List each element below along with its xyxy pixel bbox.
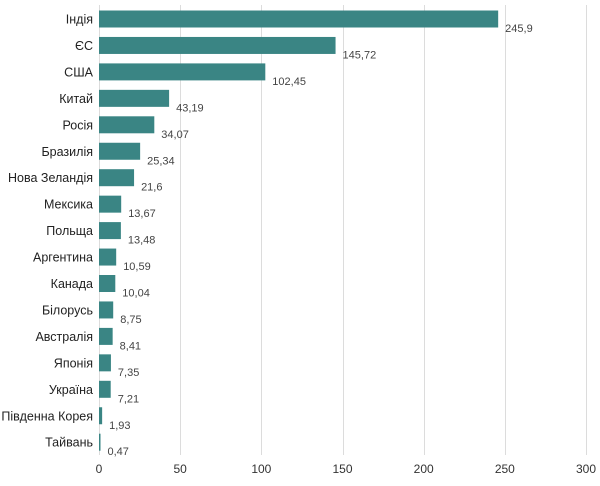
bar [99, 433, 101, 451]
value-label: 1,93 [109, 420, 130, 432]
bars [99, 10, 499, 451]
value-label: 43,19 [176, 102, 204, 114]
x-tick-label: 300 [576, 462, 596, 476]
value-label: 34,07 [161, 129, 189, 141]
category-labels: Індія ЄС США Китай Росія Бразилія Нова Зеланді… [1, 13, 93, 450]
category-label: Білорусь [42, 303, 93, 317]
bar [99, 248, 117, 266]
bar [99, 142, 141, 160]
bar [99, 63, 266, 81]
value-label: 10,59 [123, 261, 151, 273]
value-label: 145,72 [343, 49, 377, 61]
value-label: 102,45 [272, 76, 306, 88]
bar [99, 222, 121, 240]
category-label: Польща [46, 224, 93, 238]
value-label: 13,67 [128, 208, 156, 220]
x-tick-label: 100 [251, 462, 271, 476]
category-label: Японія [54, 356, 93, 370]
bar [99, 169, 135, 187]
category-label: Австралія [35, 330, 93, 344]
bar [99, 380, 111, 398]
value-label: 245,9 [505, 23, 533, 35]
x-axis-tick-labels: 0 50 100 150 200 250 300 [96, 462, 597, 476]
bar [99, 195, 122, 213]
bar [99, 354, 111, 372]
value-label: 10,04 [122, 288, 150, 300]
bar [99, 407, 103, 425]
value-label: 25,34 [147, 155, 175, 167]
category-label: Росія [62, 118, 93, 132]
bar [99, 275, 116, 292]
category-label: Південна Корея [1, 409, 93, 423]
bar [99, 10, 499, 28]
bar [99, 89, 170, 107]
category-label: США [64, 65, 93, 79]
category-label: Бразилія [41, 145, 93, 159]
x-tick-label: 0 [96, 462, 103, 476]
category-label: Індія [66, 13, 93, 27]
category-label: Канада [51, 277, 93, 291]
value-label: 7,21 [118, 393, 139, 405]
category-label: Аргентина [33, 251, 93, 265]
value-label: 7,35 [118, 367, 139, 379]
category-label: Мексика [44, 198, 93, 212]
bar [99, 116, 155, 134]
bar [99, 301, 114, 319]
category-label: ЄС [75, 39, 93, 53]
category-label: Тайвань [45, 436, 93, 450]
value-label: 0,47 [108, 446, 129, 458]
category-label: Нова Зеландія [8, 171, 93, 185]
x-tick-label: 250 [495, 462, 515, 476]
x-tick-label: 50 [173, 462, 187, 476]
value-labels: 245,9 145,72 102,45 43,19 34,07 25,34 21,6 13,6… [108, 23, 533, 458]
value-label: 8,41 [120, 340, 141, 352]
category-label: Україна [49, 383, 93, 397]
bar [99, 327, 113, 345]
value-label: 21,6 [141, 182, 162, 194]
category-label: Китай [59, 92, 93, 106]
x-tick-label: 200 [414, 462, 434, 476]
value-label: 8,75 [120, 314, 141, 326]
x-tick-label: 150 [332, 462, 352, 476]
bar [99, 36, 336, 54]
value-label: 13,48 [128, 235, 156, 247]
